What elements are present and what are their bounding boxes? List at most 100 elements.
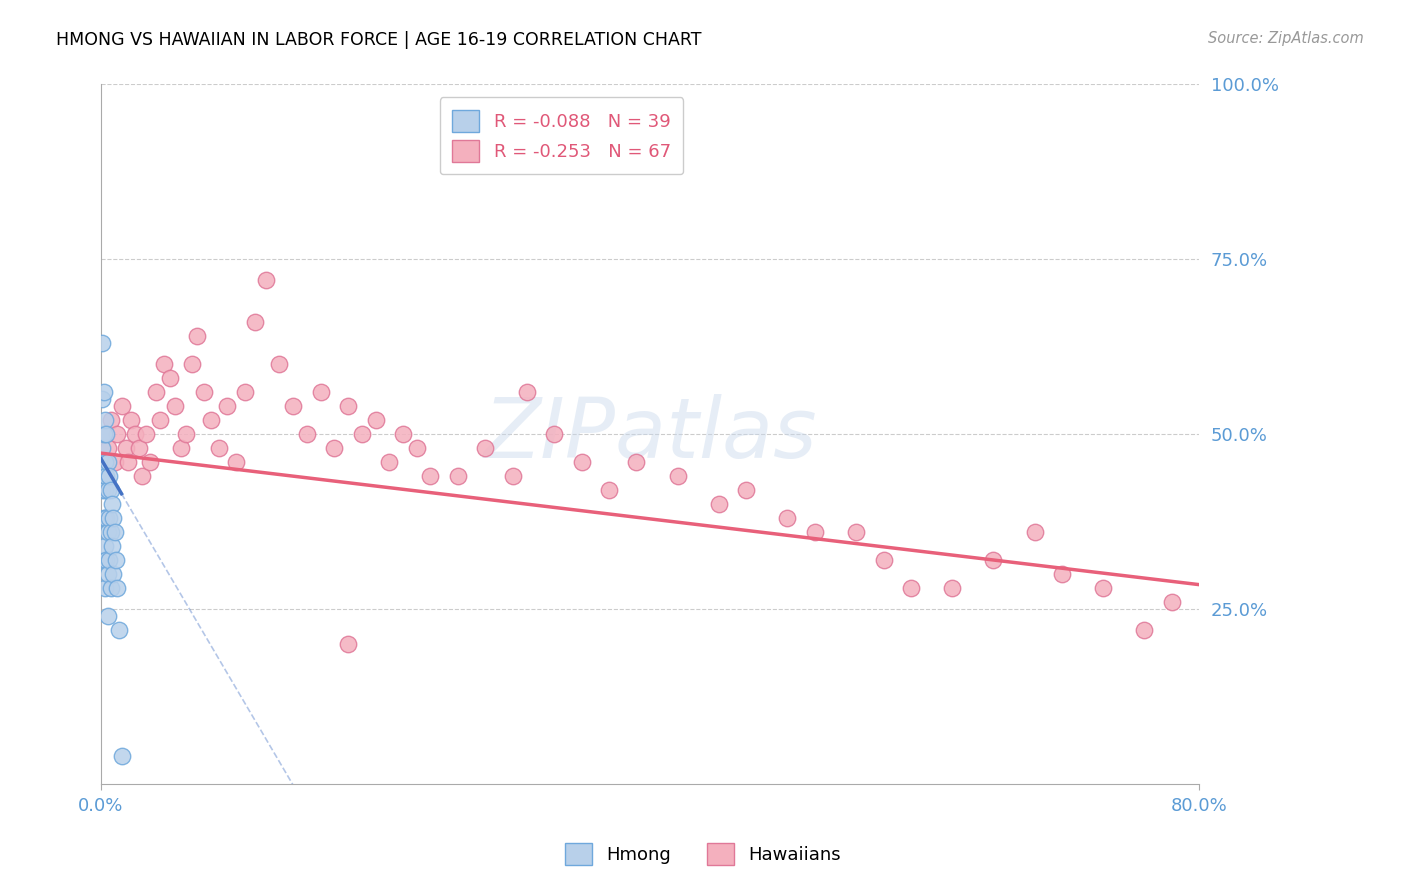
- Point: [100, 525, 122, 540]
- Legend: Hmong, Hawaiians: Hmong, Hawaiians: [555, 834, 851, 874]
- Text: HMONG VS HAWAIIAN IN LABOR FORCE | AGE 16-19 CORRELATION CHART: HMONG VS HAWAIIAN IN LABOR FORCE | AGE 1…: [56, 31, 702, 49]
- Point: [941, 581, 963, 595]
- Point: [93, 553, 115, 567]
- Point: [707, 497, 730, 511]
- Point: [124, 427, 146, 442]
- Point: [93, 469, 115, 483]
- Point: [96, 511, 118, 525]
- Point: [108, 623, 131, 637]
- Point: [97, 442, 120, 456]
- Point: [254, 273, 277, 287]
- Point: [323, 442, 346, 456]
- Point: [104, 455, 127, 469]
- Point: [447, 469, 470, 483]
- Point: [103, 567, 125, 582]
- Point: [243, 315, 266, 329]
- Point: [225, 455, 247, 469]
- Point: [107, 427, 129, 442]
- Point: [900, 581, 922, 595]
- Point: [159, 371, 181, 385]
- Point: [114, 442, 136, 456]
- Point: [309, 385, 332, 400]
- Point: [208, 442, 231, 456]
- Point: [135, 427, 157, 442]
- Point: [96, 427, 118, 442]
- Point: [543, 427, 565, 442]
- Point: [378, 455, 401, 469]
- Point: [94, 413, 117, 427]
- Point: [98, 469, 121, 483]
- Point: [120, 413, 142, 427]
- Point: [110, 749, 132, 764]
- Point: [666, 469, 689, 483]
- Point: [91, 442, 114, 456]
- Point: [105, 553, 128, 567]
- Point: [571, 455, 593, 469]
- Point: [128, 442, 150, 456]
- Point: [337, 399, 360, 413]
- Point: [845, 525, 868, 540]
- Point: [98, 553, 121, 567]
- Text: Source: ZipAtlas.com: Source: ZipAtlas.com: [1208, 31, 1364, 46]
- Point: [93, 427, 115, 442]
- Point: [1161, 595, 1184, 609]
- Point: [98, 511, 121, 525]
- Point: [165, 399, 187, 413]
- Point: [131, 469, 153, 483]
- Point: [94, 539, 117, 553]
- Point: [110, 399, 132, 413]
- Point: [97, 567, 120, 582]
- Point: [983, 553, 1005, 567]
- Point: [180, 357, 202, 371]
- Point: [139, 455, 162, 469]
- Point: [94, 511, 117, 525]
- Point: [91, 336, 114, 351]
- Point: [872, 553, 894, 567]
- Point: [193, 385, 215, 400]
- Point: [97, 525, 120, 540]
- Point: [174, 427, 197, 442]
- Point: [94, 455, 117, 469]
- Point: [1092, 581, 1115, 595]
- Point: [502, 469, 524, 483]
- Point: [186, 329, 208, 343]
- Point: [94, 427, 117, 442]
- Point: [626, 455, 648, 469]
- Point: [405, 442, 427, 456]
- Point: [149, 413, 172, 427]
- Point: [100, 413, 122, 427]
- Point: [93, 385, 115, 400]
- Point: [474, 442, 496, 456]
- Text: ZIPatlas: ZIPatlas: [484, 393, 817, 475]
- Point: [96, 553, 118, 567]
- Point: [153, 357, 176, 371]
- Point: [91, 392, 114, 407]
- Point: [1024, 525, 1046, 540]
- Point: [97, 609, 120, 624]
- Point: [96, 469, 118, 483]
- Point: [1050, 567, 1073, 582]
- Point: [91, 483, 114, 498]
- Point: [350, 427, 373, 442]
- Legend: R = -0.088   N = 39, R = -0.253   N = 67: R = -0.088 N = 39, R = -0.253 N = 67: [440, 97, 683, 175]
- Point: [419, 469, 441, 483]
- Point: [97, 483, 120, 498]
- Point: [735, 483, 758, 498]
- Point: [269, 357, 291, 371]
- Point: [100, 581, 122, 595]
- Point: [93, 511, 115, 525]
- Point: [217, 399, 239, 413]
- Point: [107, 581, 129, 595]
- Point: [103, 511, 125, 525]
- Point: [1133, 623, 1156, 637]
- Point: [295, 427, 318, 442]
- Point: [598, 483, 620, 498]
- Point: [233, 385, 256, 400]
- Point: [97, 455, 120, 469]
- Point: [117, 455, 139, 469]
- Point: [283, 399, 305, 413]
- Point: [94, 581, 117, 595]
- Point: [100, 483, 122, 498]
- Point: [104, 525, 127, 540]
- Point: [516, 385, 538, 400]
